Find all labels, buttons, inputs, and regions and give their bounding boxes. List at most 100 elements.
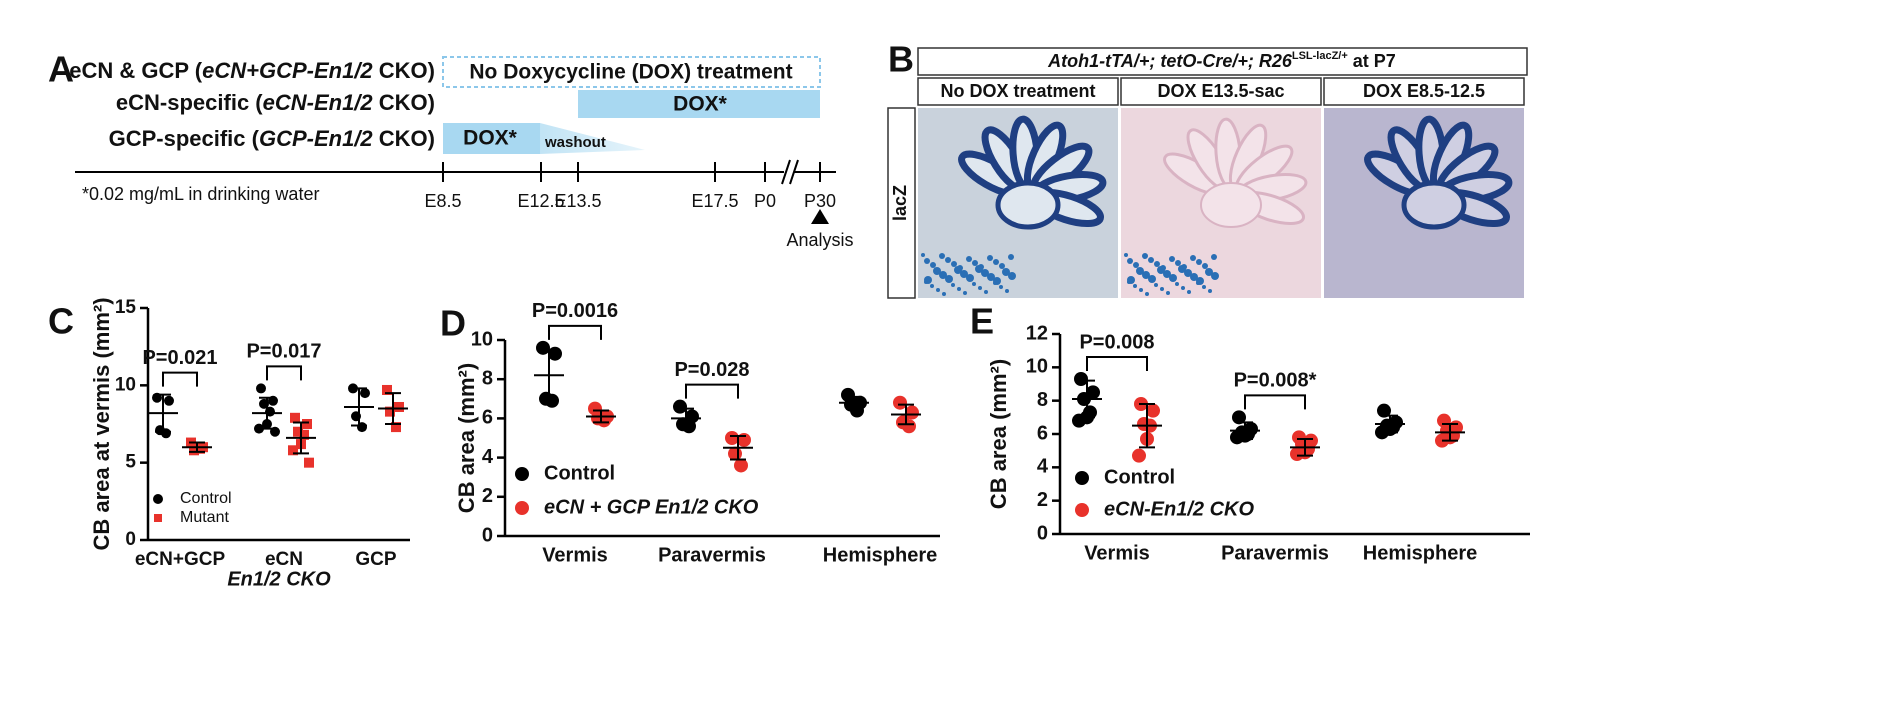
- lacz-speck: [933, 267, 941, 275]
- text-part: eCN-specific (: [116, 90, 263, 115]
- y-tick-label: 10: [471, 328, 493, 350]
- p-bracket: [685, 383, 739, 399]
- y-tick-label: 8: [482, 367, 493, 389]
- y-tick-label: 0: [125, 529, 136, 550]
- lacz-speck: [954, 266, 962, 274]
- sd-bar: [155, 393, 171, 433]
- sd-bar: [1382, 414, 1398, 434]
- lacz-speck: [1133, 284, 1137, 288]
- text-part: CKO): [373, 58, 435, 83]
- x-tick-label: Paravermis: [658, 544, 766, 566]
- lacz-speck: [939, 253, 945, 259]
- y-tick-label: 15: [115, 297, 137, 318]
- lacz-speck: [1196, 259, 1202, 265]
- lacz-speck: [1008, 254, 1014, 260]
- data-point: [385, 406, 395, 417]
- bar-label: DOX*: [463, 127, 518, 150]
- data-point: [734, 458, 748, 473]
- lacz-speck: [987, 255, 993, 261]
- sd-bar: [1442, 423, 1458, 442]
- y-tick-label: 10: [115, 374, 136, 395]
- y-tick-label: 4: [482, 446, 494, 468]
- bar-label: No Doxycycline (DOX) treatment: [469, 61, 792, 84]
- lacz-speck: [1136, 267, 1144, 275]
- p-bracket: [1244, 394, 1306, 410]
- lacz-speck: [975, 265, 983, 273]
- lacz-speck: [966, 274, 974, 282]
- column-box: [1323, 77, 1525, 106]
- data-point: [682, 419, 696, 434]
- lacz-speck: [999, 285, 1003, 289]
- x-tick-label: eCN: [265, 549, 303, 570]
- lacz-speck: [1208, 289, 1212, 293]
- data-point: [304, 457, 314, 468]
- text-part: at P7: [1348, 51, 1396, 71]
- text-part: eCN+GCP-En1/2: [202, 58, 373, 83]
- lacz-speck: [972, 282, 976, 286]
- data-point: [299, 429, 309, 440]
- data-point: [302, 419, 312, 429]
- bar-label: DOX*: [673, 93, 728, 116]
- data-point: [391, 422, 401, 433]
- p-value: P=0.017: [246, 341, 321, 363]
- lacz-speck: [966, 256, 972, 262]
- row-label: eCN-specific (eCN-En1/2 CKO): [116, 90, 435, 115]
- lacz-speck: [981, 269, 989, 277]
- row-label-box: [887, 107, 916, 299]
- text-part: LSL-lacZ/+: [1292, 50, 1348, 62]
- p-value: P=0.0016: [532, 300, 618, 322]
- x-tick-label: Hemisphere: [823, 544, 938, 566]
- lacz-speck: [1157, 266, 1165, 274]
- lacz-speck: [1169, 274, 1177, 282]
- column-box: [917, 77, 1119, 106]
- p-value: P=0.008*: [1234, 370, 1317, 392]
- timeline-tick-label: E12.5: [517, 191, 564, 211]
- row-label: lacZ: [890, 185, 910, 221]
- legend-marker: [515, 467, 529, 481]
- y-tick-label: 4: [1037, 456, 1049, 478]
- axis-break: [781, 159, 799, 185]
- timeline-tick-label: E8.5: [424, 191, 461, 211]
- lacz-speck: [1133, 262, 1139, 268]
- sd-bar: [293, 421, 309, 455]
- panel-label: B: [888, 39, 914, 80]
- x-tick-label: Vermis: [542, 544, 608, 566]
- column-label: No DOX treatment: [940, 81, 1095, 101]
- lacz-speck: [951, 283, 955, 287]
- row-label: eCN & GCP (eCN+GCP-En1/2 CKO): [69, 58, 435, 83]
- row-label: GCP-specific (GCP-En1/2 CKO): [109, 126, 435, 151]
- lacz-speck: [939, 271, 947, 279]
- sd-bar: [730, 435, 746, 461]
- text-part: eCN & GCP (: [69, 58, 203, 83]
- text-part: eCN-En1/2: [263, 90, 374, 115]
- sd-bar: [189, 441, 205, 453]
- data-point: [394, 401, 404, 412]
- sd-bar: [385, 392, 401, 425]
- lacz-speck: [978, 286, 982, 290]
- x-axis-label: En1/2 CKO: [227, 568, 331, 590]
- lacz-speck: [930, 262, 936, 268]
- data-point: [1232, 410, 1246, 425]
- lacz-speck: [1175, 282, 1179, 286]
- data-point: [1230, 430, 1244, 445]
- lacz-speck: [1211, 254, 1217, 260]
- lacz-speck: [1205, 268, 1213, 276]
- text-part: GCP-specific (: [109, 126, 260, 151]
- axis-break: [784, 160, 794, 184]
- lacz-speck: [930, 284, 934, 288]
- legend-label: Control: [1104, 466, 1175, 488]
- dox-box: [578, 90, 820, 118]
- sd-bar: [593, 409, 609, 424]
- x-tick-label: Paravermis: [1221, 542, 1329, 564]
- lacz-speck: [945, 257, 951, 263]
- y-tick-label: 5: [125, 452, 136, 473]
- data-point: [288, 445, 298, 456]
- data-point: [1377, 403, 1391, 418]
- y-tick-label: 12: [1026, 322, 1048, 344]
- column-box: [1120, 77, 1322, 106]
- y-tick-label: 0: [482, 524, 493, 546]
- sd-bar: [541, 348, 557, 402]
- p-value: P=0.021: [142, 347, 217, 369]
- data-point: [1146, 403, 1160, 418]
- timeline-tick-label: E17.5: [691, 191, 738, 211]
